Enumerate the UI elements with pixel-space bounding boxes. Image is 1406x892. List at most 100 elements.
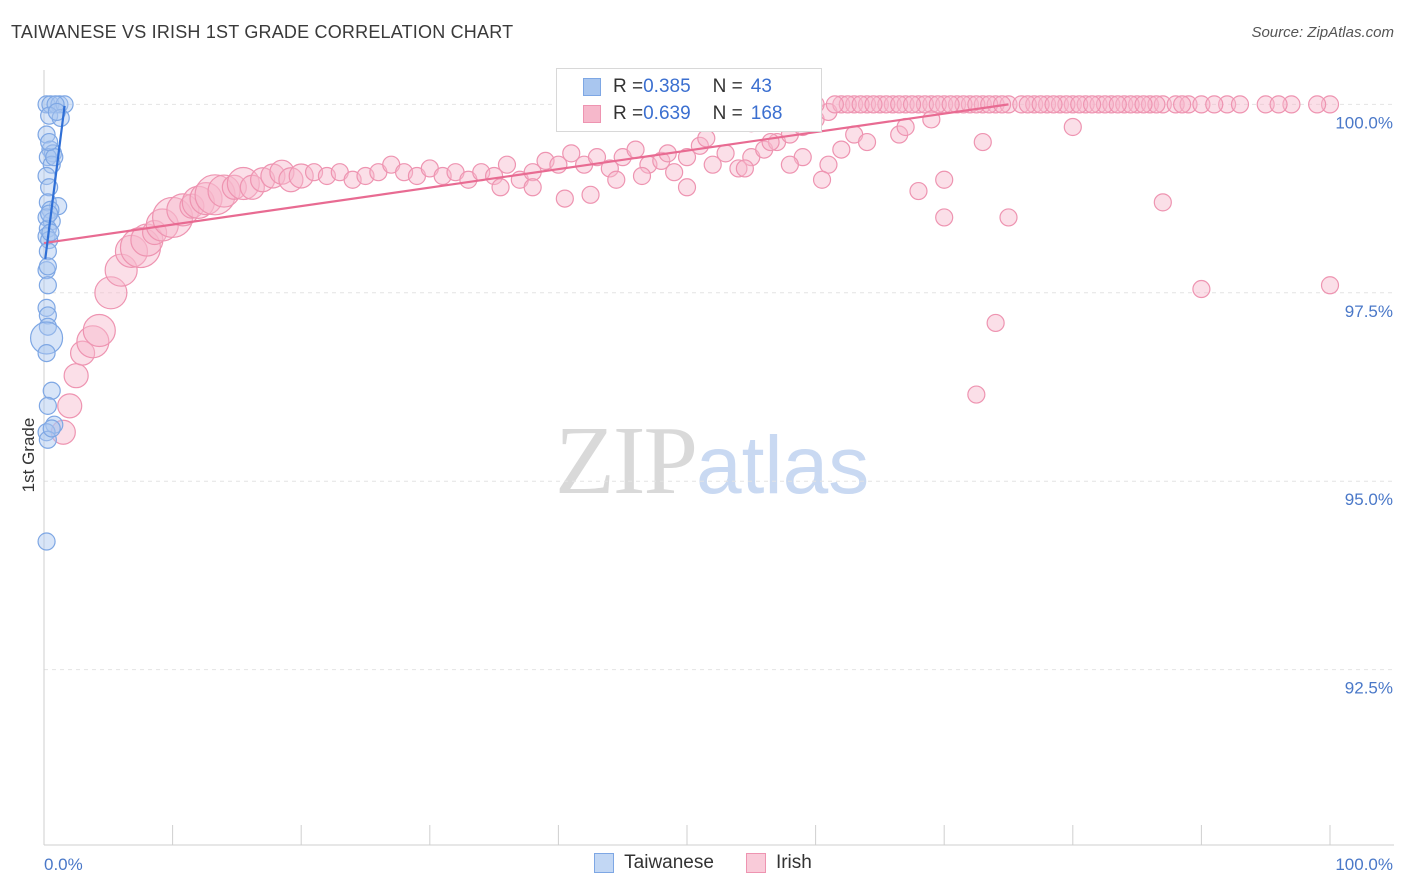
legend-n-value: 168 [750, 103, 783, 124]
irish-point [1031, 95, 1050, 114]
irish-point [857, 132, 877, 152]
series-legend: Taiwanese Irish [0, 852, 1406, 874]
trend-lines [43, 103, 1009, 260]
irish-point [935, 208, 954, 227]
irish-point [941, 95, 960, 114]
irish-point [652, 151, 671, 171]
irish-point [626, 140, 645, 159]
irish-point [63, 363, 89, 389]
irish-point [1063, 95, 1082, 114]
irish-point [832, 140, 851, 159]
y-tick-label: 97.5% [1345, 302, 1393, 321]
irish-point [697, 129, 716, 148]
axes [43, 70, 1394, 846]
irish-points [50, 95, 1340, 445]
irish-point [761, 132, 780, 152]
irish-point [896, 95, 915, 114]
irish-point [1147, 95, 1166, 114]
irish-point [935, 170, 954, 189]
irish-point [76, 325, 110, 359]
legend-n-label: N = [712, 76, 743, 97]
irish-point [870, 95, 890, 114]
irish-point [607, 170, 626, 189]
legend-r-value: 0.385 [643, 76, 691, 97]
irish-point [902, 95, 922, 114]
y-tick-label: 92.5% [1345, 679, 1393, 698]
legend-item-irish[interactable]: Irish [745, 852, 812, 874]
irish-point [1256, 95, 1275, 114]
irish-point [278, 167, 304, 193]
irish-point [864, 95, 883, 114]
irish-point [915, 95, 935, 114]
taiwanese-trend-line [44, 105, 66, 260]
taiwanese-point [37, 298, 56, 317]
taiwanese-point [38, 430, 57, 449]
source-label: Source: ZipAtlas.com [1251, 24, 1394, 41]
taiwanese-point [45, 148, 64, 167]
irish-point [665, 163, 684, 182]
irish-point [986, 313, 1005, 333]
legend-swatch-taiwanese [594, 853, 615, 873]
irish-point [1269, 95, 1288, 114]
irish-point [189, 181, 223, 216]
irish-point [581, 185, 600, 204]
irish-point [1173, 95, 1192, 114]
y-axis-label: 1st Grade [19, 418, 38, 493]
irish-point [1108, 95, 1127, 114]
irish-point [1320, 276, 1340, 295]
irish-point [967, 385, 986, 404]
legend-swatch-taiwanese [583, 78, 601, 96]
taiwanese-point [29, 321, 64, 355]
irish-trend-line [43, 103, 1009, 245]
irish-point [523, 178, 542, 197]
legend-item-taiwanese[interactable]: Taiwanese [594, 852, 714, 874]
irish-point [239, 174, 265, 200]
irish-point [954, 95, 973, 114]
irish-point [632, 166, 652, 186]
irish-point [1070, 95, 1089, 114]
irish-point [890, 125, 909, 144]
legend-n-value: 43 [750, 76, 772, 97]
irish-point [1320, 95, 1340, 114]
irish-point [857, 95, 877, 114]
legend-row-taiwanese: R = 0.385 N = 43 [583, 75, 772, 99]
taiwanese-point [37, 343, 56, 363]
irish-point [1153, 193, 1172, 212]
irish-point [1140, 95, 1160, 114]
irish-point [1082, 95, 1102, 114]
irish-point [1025, 95, 1044, 114]
irish-point [497, 155, 517, 174]
watermark-zip: ZIP [555, 407, 698, 515]
irish-point [1308, 95, 1327, 114]
irish-point [1218, 95, 1237, 114]
legend-n-label: N = [712, 103, 743, 124]
irish-point [485, 166, 504, 186]
irish-point [677, 178, 697, 197]
irish-point [883, 95, 902, 114]
irish-point [194, 174, 236, 216]
legend-row-irish: R = 0.639 N = 168 [583, 102, 782, 126]
irish-point [1153, 95, 1172, 114]
irish-point [1121, 95, 1140, 114]
legend-swatch-irish [583, 105, 601, 123]
taiwanese-point [46, 95, 65, 114]
irish-point [877, 95, 896, 114]
irish-point [780, 155, 799, 174]
y-tick-label: 100.0% [1335, 113, 1393, 132]
irish-point [1050, 95, 1070, 114]
irish-point [677, 148, 697, 167]
irish-point [716, 144, 735, 163]
irish-point [587, 148, 607, 167]
irish-point [928, 95, 947, 114]
irish-point [1037, 95, 1057, 114]
irish-point [832, 95, 851, 114]
irish-point [69, 340, 96, 366]
irish-point [1044, 95, 1063, 114]
irish-point [735, 159, 754, 178]
irish-point [1127, 95, 1147, 114]
taiwanese-point [47, 102, 66, 122]
irish-point [491, 178, 510, 197]
taiwanese-point [42, 419, 61, 438]
irish-point [703, 155, 722, 174]
